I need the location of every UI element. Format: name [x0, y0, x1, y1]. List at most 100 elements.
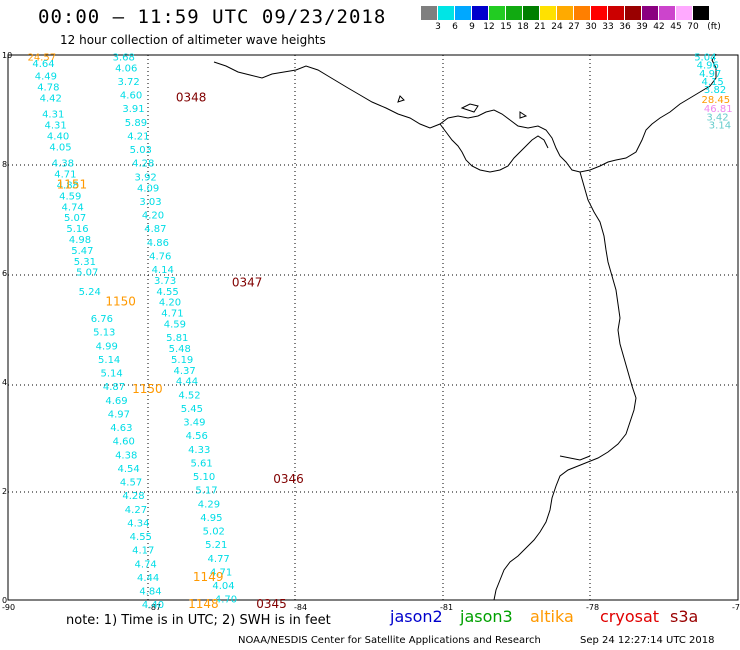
wave-height-value: 4.78 [37, 82, 59, 93]
wave-height-value: 3.73 [154, 276, 176, 287]
gridlines [8, 55, 738, 600]
wave-height-value: 4.38 [52, 159, 74, 170]
pass-time-label: 0347 [232, 276, 263, 290]
map-subtitle: 12 hour collection of altimeter wave hei… [60, 33, 326, 47]
wave-height-value: 4.87 [103, 382, 125, 393]
altimeter-track-values: 24.574.644.494.784.424.314.314.404.054.3… [27, 52, 732, 611]
legend-item-jason3: jason3 [460, 607, 513, 626]
color-scale-label: 45 [670, 22, 682, 32]
wave-height-value: 4.52 [178, 390, 200, 401]
wave-height-value: 4.60 [113, 437, 135, 448]
x-tick-label: -90 [2, 603, 15, 612]
wave-height-value: 4.09 [137, 183, 159, 194]
wave-height-value: 4.98 [69, 235, 91, 246]
y-tick-label: 4 [2, 378, 7, 387]
wave-height-value: 4.59 [164, 320, 186, 331]
wave-height-value: 3.91 [122, 104, 144, 115]
wave-height-value: 4.34 [127, 518, 149, 529]
map-title: 00:00 – 11:59 UTC 09/23/2018 [38, 6, 387, 28]
wave-height-value: 4.31 [42, 110, 64, 121]
wave-height-value: 5.47 [71, 246, 93, 257]
color-swatch [472, 6, 489, 20]
color-scale-label: 30 [585, 22, 597, 32]
wave-height-value: 4.70 [215, 595, 237, 606]
wave-height-value: 4.38 [115, 450, 137, 461]
wave-height-value: 4.55 [156, 287, 178, 298]
wave-height-value: 5.14 [100, 369, 122, 380]
wave-height-value: 5.48 [169, 344, 191, 355]
color-scale-label: 12 [483, 22, 495, 32]
color-swatch [455, 6, 472, 20]
wave-height-color-scale: 3 6 9 12 15 18 21 24 27 30 33 36 39 42 45 70 (ft) [421, 6, 721, 34]
color-swatch [574, 6, 591, 20]
wave-height-value: 4.54 [118, 464, 140, 475]
wave-height-value: 4.14 [152, 265, 174, 276]
wave-height-value: 3.14 [709, 121, 731, 132]
y-axis-ticks: 10 8 6 4 2 0 [2, 51, 12, 605]
wave-height-value: 4.99 [96, 341, 118, 352]
color-swatch [506, 6, 523, 20]
wave-height-value: 4.40 [47, 131, 69, 142]
wave-height-value: 3.72 [118, 77, 140, 88]
color-scale-label: 42 [653, 22, 665, 32]
wave-height-value: 4.71 [54, 170, 76, 181]
wave-height-value: 5.16 [66, 224, 88, 235]
color-scale-label: 21 [534, 22, 546, 32]
wave-height-value: 5.24 [79, 287, 101, 298]
wave-height-value: 4.64 [32, 59, 54, 70]
wave-height-value: 4.97 [108, 409, 130, 420]
wave-height-value: 5.31 [74, 257, 96, 268]
wave-height-value: 5.45 [181, 404, 203, 415]
wave-height-value: 5.02 [203, 527, 225, 538]
wave-height-value: 5.19 [171, 355, 193, 366]
units-note: note: 1) Time is in UTC; 2) SWH is in fe… [66, 613, 331, 628]
wave-height-value: 4.04 [212, 581, 234, 592]
legend-item-altika: altika [530, 607, 574, 626]
wave-height-value: 4.69 [105, 396, 127, 407]
wave-height-value: 4.15 [702, 77, 724, 88]
wave-height-value: 5.81 [166, 333, 188, 344]
wave-height-value: 4.29 [198, 499, 220, 510]
wave-height-value: 6.76 [91, 314, 113, 325]
pass-time-label: 1149 [193, 570, 224, 584]
x-axis-ticks: -90 -87 -84 -81 -78 -75 [2, 603, 740, 612]
wave-height-value: 5.10 [193, 472, 215, 483]
wave-height-value: 5.17 [195, 486, 217, 497]
color-scale-label: 15 [500, 22, 512, 32]
y-tick-label: 0 [2, 596, 7, 605]
wave-height-value: 5.07 [76, 268, 98, 279]
color-swatch [591, 6, 608, 20]
wave-height-value: 4.20 [159, 298, 181, 309]
pass-time-label: 0348 [176, 90, 207, 104]
y-tick-label: 6 [2, 269, 7, 278]
color-scale-label: 70 [687, 22, 699, 32]
pass-time-label: 0346 [273, 472, 304, 486]
wave-height-value: 4.74 [62, 202, 84, 213]
wave-height-value: 4.06 [115, 63, 137, 74]
color-swatch [421, 6, 438, 20]
wave-height-value: 4.97 [699, 69, 721, 80]
wave-height-value: 4.49 [35, 72, 57, 83]
wave-height-value: 4.21 [127, 131, 149, 142]
color-swatch [557, 6, 574, 20]
wave-height-value: 4.31 [45, 121, 67, 132]
x-tick-label: -87 [148, 603, 161, 612]
wave-height-value: 4.28 [132, 159, 154, 170]
color-swatch [608, 6, 625, 20]
wave-height-value: 3.92 [135, 172, 157, 183]
color-scale-label: 18 [517, 22, 529, 32]
wave-height-value: 4.95 [200, 513, 222, 524]
wave-height-value: 4.28 [122, 491, 144, 502]
x-tick-label: -81 [440, 603, 453, 612]
wave-height-value: 3.42 [706, 112, 728, 123]
y-tick-label: 8 [2, 160, 7, 169]
wave-height-value: 5.03 [130, 145, 152, 156]
wave-height-value: 4.60 [120, 91, 142, 102]
wave-height-value: 4.84 [139, 587, 161, 598]
wave-height-value: 4.27 [125, 505, 147, 516]
wave-height-value: 5.89 [125, 118, 147, 129]
color-scale-label: 27 [568, 22, 580, 32]
x-tick-label: -78 [586, 603, 599, 612]
wave-height-value: 28.45 [702, 95, 731, 106]
wave-height-value: 4.76 [149, 251, 171, 262]
